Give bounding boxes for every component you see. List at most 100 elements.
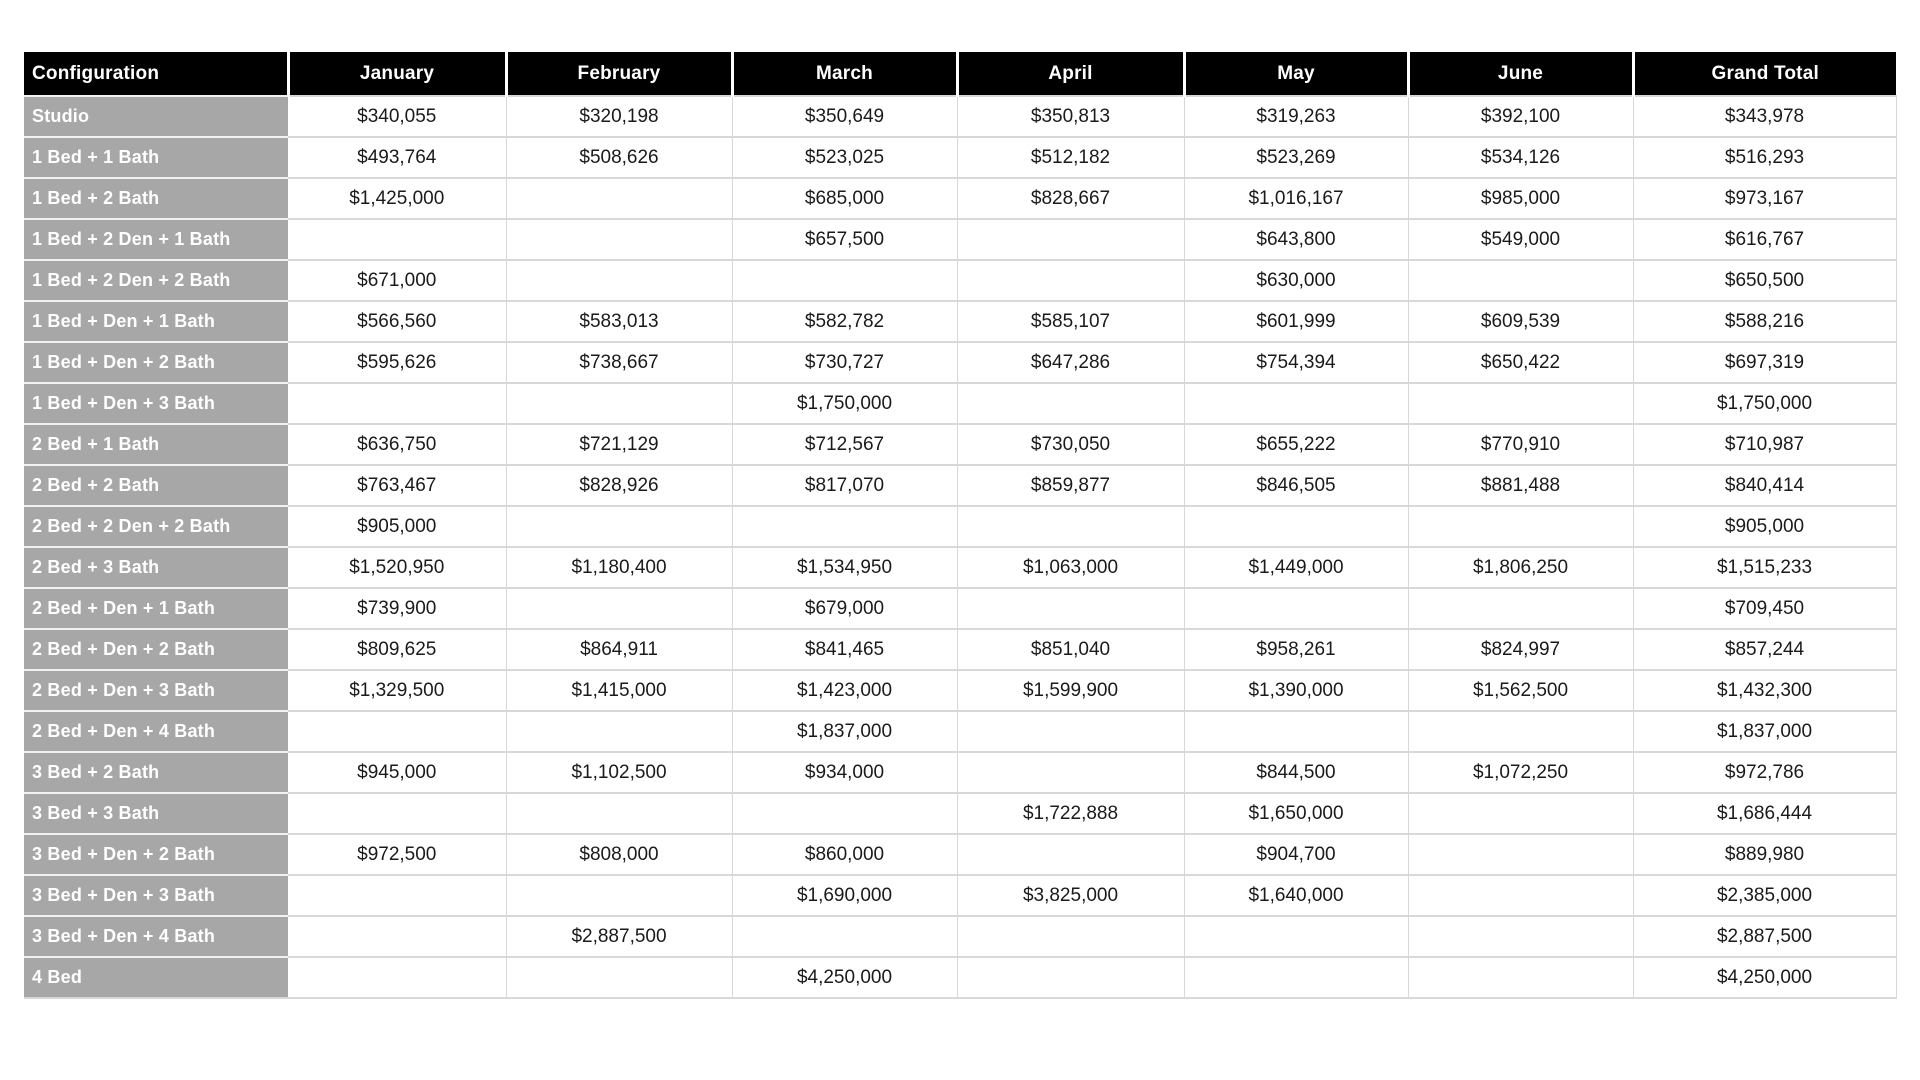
value-cell bbox=[731, 259, 957, 301]
value-cell: $851,040 bbox=[956, 628, 1184, 670]
value-cell: $392,100 bbox=[1407, 95, 1633, 137]
table-row: 1 Bed + Den + 1 Bath $566,560 $583,013 $582… bbox=[24, 300, 1897, 342]
grand-total-cell: $972,786 bbox=[1632, 751, 1897, 793]
config-cell: 2 Bed + Den + 4 Bath bbox=[24, 710, 288, 752]
header-row: Configuration January February March Apr… bbox=[24, 52, 1896, 96]
grand-total-cell: $709,450 bbox=[1632, 587, 1897, 629]
value-cell: $1,449,000 bbox=[1183, 546, 1408, 588]
value-cell bbox=[288, 792, 506, 834]
grand-total-cell: $516,293 bbox=[1632, 136, 1897, 178]
value-cell: $655,222 bbox=[1183, 423, 1408, 465]
value-cell bbox=[956, 833, 1184, 875]
value-cell: $350,813 bbox=[956, 95, 1184, 137]
column-header-march: March bbox=[730, 52, 957, 96]
value-cell: $340,055 bbox=[288, 95, 506, 137]
grand-total-cell: $697,319 bbox=[1632, 341, 1897, 383]
grand-total-cell: $650,500 bbox=[1632, 259, 1897, 301]
value-cell bbox=[288, 218, 506, 260]
value-cell: $1,534,950 bbox=[731, 546, 957, 588]
value-cell: $657,500 bbox=[731, 218, 957, 260]
table-row: 2 Bed + 2 Bath $763,467 $828,926 $817,070 $8… bbox=[24, 464, 1897, 506]
value-cell: $523,025 bbox=[731, 136, 957, 178]
value-cell bbox=[731, 505, 957, 547]
value-cell bbox=[505, 874, 732, 916]
value-cell: $945,000 bbox=[288, 751, 506, 793]
value-cell bbox=[505, 956, 732, 999]
value-cell: $647,286 bbox=[956, 341, 1184, 383]
value-cell: $4,250,000 bbox=[731, 956, 957, 999]
value-cell: $972,500 bbox=[288, 833, 506, 875]
value-cell bbox=[956, 382, 1184, 424]
value-cell: $1,180,400 bbox=[505, 546, 732, 588]
pricing-pivot-table: Configuration January February March Apr… bbox=[24, 52, 1897, 999]
value-cell bbox=[505, 177, 732, 219]
value-cell: $1,329,500 bbox=[288, 669, 506, 711]
value-cell bbox=[956, 710, 1184, 752]
value-cell: $636,750 bbox=[288, 423, 506, 465]
value-cell: $1,750,000 bbox=[731, 382, 957, 424]
value-cell: $601,999 bbox=[1183, 300, 1408, 342]
value-cell bbox=[1183, 505, 1408, 547]
value-cell: $1,806,250 bbox=[1407, 546, 1633, 588]
value-cell bbox=[1407, 915, 1633, 957]
value-cell: $566,560 bbox=[288, 300, 506, 342]
value-cell bbox=[1183, 956, 1408, 999]
value-cell: $860,000 bbox=[731, 833, 957, 875]
config-cell: 1 Bed + Den + 3 Bath bbox=[24, 382, 288, 424]
grand-total-cell: $2,887,500 bbox=[1632, 915, 1897, 957]
value-cell: $763,467 bbox=[288, 464, 506, 506]
value-cell: $824,997 bbox=[1407, 628, 1633, 670]
table-row: 1 Bed + Den + 2 Bath $595,626 $738,667 $730… bbox=[24, 341, 1897, 383]
value-cell: $1,423,000 bbox=[731, 669, 957, 711]
value-cell: $1,722,888 bbox=[956, 792, 1184, 834]
value-cell bbox=[505, 792, 732, 834]
value-cell: $3,825,000 bbox=[956, 874, 1184, 916]
value-cell: $1,690,000 bbox=[731, 874, 957, 916]
grand-total-cell: $1,515,233 bbox=[1632, 546, 1897, 588]
value-cell: $905,000 bbox=[288, 505, 506, 547]
value-cell bbox=[288, 874, 506, 916]
value-cell: $508,626 bbox=[505, 136, 732, 178]
value-cell: $1,520,950 bbox=[288, 546, 506, 588]
value-cell bbox=[288, 915, 506, 957]
table-header: Configuration January February March Apr… bbox=[24, 52, 1896, 96]
value-cell bbox=[956, 505, 1184, 547]
value-cell bbox=[956, 587, 1184, 629]
value-cell: $320,198 bbox=[505, 95, 732, 137]
value-cell bbox=[1407, 792, 1633, 834]
value-cell: $739,900 bbox=[288, 587, 506, 629]
grand-total-cell: $905,000 bbox=[1632, 505, 1897, 547]
value-cell: $904,700 bbox=[1183, 833, 1408, 875]
table-row: 2 Bed + Den + 3 Bath $1,329,500 $1,415,000… bbox=[24, 669, 1897, 711]
table-row: 1 Bed + 2 Den + 1 Bath $657,500 $643,800 $5… bbox=[24, 218, 1897, 260]
table-body: Studio $340,055 $320,198 $350,649 $350,813 $3… bbox=[24, 95, 1897, 999]
table-row: 2 Bed + 2 Den + 2 Bath $905,000 $905,000 bbox=[24, 505, 1897, 547]
config-cell: 2 Bed + Den + 3 Bath bbox=[24, 669, 288, 711]
column-header-grand-total: Grand Total bbox=[1631, 52, 1896, 96]
config-cell: 2 Bed + 1 Bath bbox=[24, 423, 288, 465]
value-cell: $1,425,000 bbox=[288, 177, 506, 219]
value-cell bbox=[1183, 382, 1408, 424]
value-cell: $1,415,000 bbox=[505, 669, 732, 711]
value-cell bbox=[956, 956, 1184, 999]
config-cell: 1 Bed + 2 Den + 1 Bath bbox=[24, 218, 288, 260]
value-cell: $846,505 bbox=[1183, 464, 1408, 506]
grand-total-cell: $1,686,444 bbox=[1632, 792, 1897, 834]
value-cell bbox=[731, 915, 957, 957]
value-cell: $582,782 bbox=[731, 300, 957, 342]
config-cell: 1 Bed + 2 Bath bbox=[24, 177, 288, 219]
value-cell bbox=[956, 259, 1184, 301]
table-row: 1 Bed + 1 Bath $493,764 $508,626 $523,025 $5… bbox=[24, 136, 1897, 178]
value-cell bbox=[731, 792, 957, 834]
value-cell bbox=[505, 259, 732, 301]
table-row: 1 Bed + Den + 3 Bath $1,750,000 $1,750,000 bbox=[24, 382, 1897, 424]
table-row: 2 Bed + Den + 4 Bath $1,837,000 $1,837,000 bbox=[24, 710, 1897, 752]
config-cell: 3 Bed + Den + 4 Bath bbox=[24, 915, 288, 957]
table-row: 2 Bed + 3 Bath $1,520,950 $1,180,400 $1,534… bbox=[24, 546, 1897, 588]
value-cell: $958,261 bbox=[1183, 628, 1408, 670]
grand-total-cell: $588,216 bbox=[1632, 300, 1897, 342]
value-cell: $808,000 bbox=[505, 833, 732, 875]
value-cell bbox=[505, 382, 732, 424]
config-cell: 2 Bed + Den + 1 Bath bbox=[24, 587, 288, 629]
value-cell: $1,650,000 bbox=[1183, 792, 1408, 834]
